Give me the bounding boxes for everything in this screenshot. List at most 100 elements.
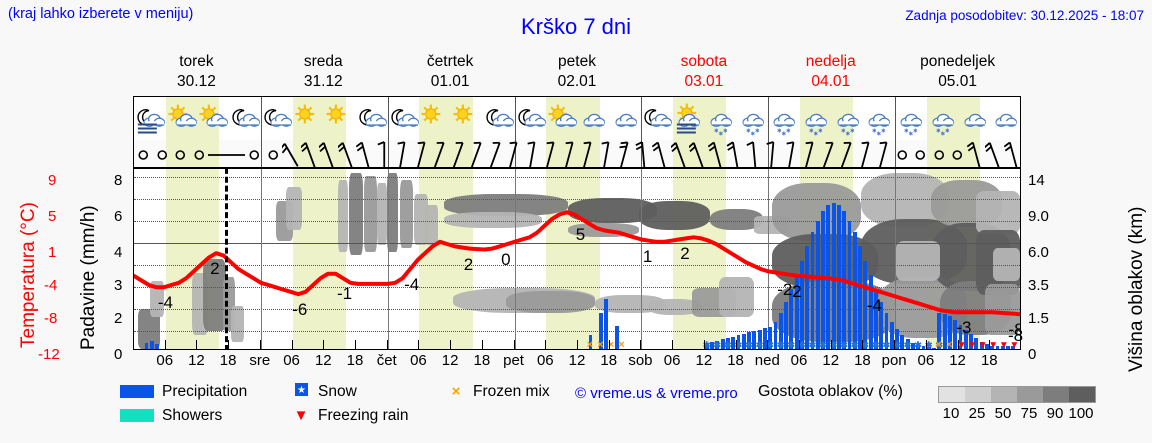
cloud-density-tick: 25 (968, 405, 986, 422)
precipitation-bar (726, 337, 730, 349)
weather-icon-cloud-snow: ✱ ✱ ✱ (800, 97, 832, 139)
wind-barb (819, 140, 838, 167)
precipitation-bar (979, 341, 984, 349)
time-tick-label: 18 (980, 352, 998, 369)
precip-type-snow: ✱ (861, 340, 869, 350)
wind-barb-band (133, 140, 1021, 168)
day-column-četrtek: četrtek 01.01 (387, 52, 514, 94)
svg-text:✱: ✱ (909, 131, 914, 138)
wind-barb (985, 140, 1004, 167)
precipitation-bar (926, 347, 931, 349)
plot-canvas: ××××✱✱✱✱✱✱✱✱✱✱✱✱✱✱✱✱✱✱✱✱✱✱✱×××▼▼▼▼▼▼▼-42… (134, 169, 1020, 349)
wind-barb (523, 140, 542, 167)
wind-barb (430, 140, 449, 167)
svg-text:✱: ✱ (818, 128, 823, 135)
cloud-cover-region (138, 309, 160, 349)
cloud-cover-region (426, 205, 438, 245)
precipitation-bar (821, 211, 825, 349)
weather-icon-cloud-snow: ✱ ✱ ✱ (737, 97, 769, 139)
time-tick (291, 340, 293, 349)
temperature-line (134, 210, 1020, 317)
time-tick-label: 18 (600, 352, 618, 369)
weather-icon-cloud (959, 97, 991, 139)
precipitation-axis-title: Padavine (mm/h) (78, 205, 99, 350)
time-tick-label: 12 (695, 352, 713, 369)
precip-type-snow: ✱ (724, 340, 732, 350)
precipitation-bar (868, 275, 873, 349)
day-separator (895, 97, 897, 140)
legend-showers-label: Showers (162, 407, 223, 424)
weather-icon-cloud (990, 97, 1020, 139)
wind-barb (393, 140, 412, 167)
time-tick (957, 340, 959, 349)
precip-type-frozen: × (586, 339, 593, 350)
cloud-density-tick: 50 (994, 405, 1012, 422)
temperature-label: -4 (404, 275, 420, 295)
time-tick-label: 12 (188, 352, 205, 369)
precip-type-freezing: ▼ (967, 340, 978, 350)
weather-icon-cloud-snow: ✱ ✱ ✱ (705, 97, 737, 139)
precip-type-frozen: × (607, 339, 615, 350)
precipitation-tick: 3 (114, 277, 123, 294)
precip-type-frozen: × (946, 339, 953, 350)
day-column-nedelja: nedelja 04.01 (767, 52, 894, 94)
precipitation-bar (789, 289, 794, 349)
precipitation-bar (953, 319, 958, 349)
time-tick-label: 12 (441, 352, 459, 369)
wind-barb (597, 140, 616, 167)
precipitation-bar (768, 326, 773, 349)
day-date: 04.01 (811, 73, 851, 90)
cloud-density-title: Gostota oblakov (%) (758, 383, 903, 400)
wind-barb (1003, 140, 1021, 167)
wind-barb-calm (171, 140, 190, 167)
wind-barb (856, 140, 875, 167)
cloud-cover-region (203, 259, 227, 331)
time-tick (323, 340, 325, 349)
temperature-label: -4 (866, 295, 882, 315)
precipitation-bar (1006, 346, 1010, 349)
copyright-link[interactable]: © vreme.us & vreme.pro (575, 385, 738, 402)
time-tick-label: čet (376, 352, 397, 369)
wind-barb (689, 140, 708, 167)
precipitation-bar (149, 341, 154, 349)
horizontal-gridline (134, 243, 1020, 244)
wind-barb (226, 140, 245, 167)
precipitation-tick: 6 (114, 208, 123, 225)
svg-text:★: ★ (297, 385, 306, 396)
time-tick (545, 340, 547, 349)
time-tick (386, 340, 388, 349)
time-tick (450, 340, 452, 349)
precipitation-bar (604, 298, 609, 349)
precip-type-snow: ✱ (924, 340, 933, 350)
precipitation-bar (810, 232, 815, 349)
precipitation-bar (615, 326, 619, 349)
day-name: sobota (680, 53, 728, 70)
precipitation-bar (863, 260, 868, 349)
precip-type-snow: ✱ (798, 340, 806, 350)
precipitation-bar (895, 329, 899, 349)
temperature-label: -4 (157, 293, 173, 313)
svg-text:✱: ✱ (809, 128, 814, 135)
time-tick (894, 340, 896, 349)
precip-type-snow: ✱ (713, 340, 721, 350)
time-tick-label: ned (754, 352, 780, 369)
day-separator (768, 97, 770, 140)
day-column-petek: petek 02.01 (514, 52, 641, 94)
wind-barb (412, 140, 431, 167)
wind-barb (874, 140, 893, 167)
time-tick (418, 340, 420, 349)
precipitation-bar (990, 346, 995, 349)
precipitation-bar (805, 246, 810, 349)
time-tick (925, 340, 927, 349)
temperature-tick: 5 (48, 208, 57, 225)
time-tick-label: 18 (346, 352, 364, 369)
precipitation-bar (884, 312, 889, 349)
cloud-density-step (1069, 387, 1095, 402)
day-separator (895, 140, 897, 167)
cloud-height-tick: 3.5 (1028, 277, 1049, 294)
temperature-tick: -4 (44, 277, 58, 294)
precip-type-snow: ✱ (702, 340, 711, 350)
precipitation-bar (1000, 346, 1005, 349)
svg-text:✱: ✱ (940, 131, 945, 138)
weather-icon-sun (324, 97, 356, 139)
